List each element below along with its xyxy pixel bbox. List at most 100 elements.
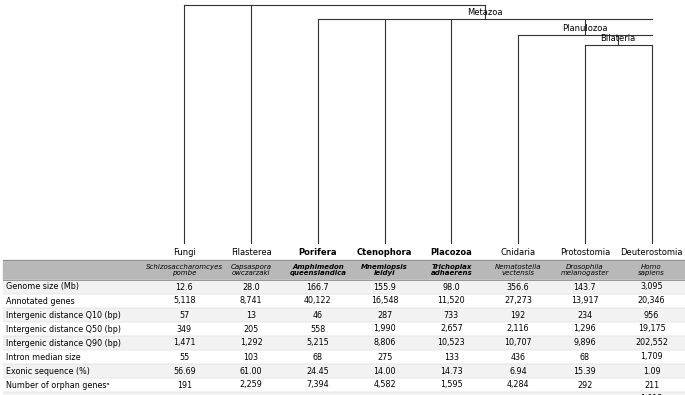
Text: Intergenic distance Q90 (bp): Intergenic distance Q90 (bp) — [6, 339, 121, 348]
Text: 733: 733 — [444, 310, 459, 320]
Text: 10,707: 10,707 — [504, 339, 532, 348]
Bar — [3, 336, 685, 350]
Text: Fungi: Fungi — [173, 248, 196, 257]
Text: sapiens: sapiens — [638, 270, 665, 276]
Text: 56.69: 56.69 — [173, 367, 196, 376]
Bar — [3, 350, 685, 364]
Text: Bilateria: Bilateria — [601, 34, 636, 43]
Text: 192: 192 — [510, 310, 526, 320]
Text: 287: 287 — [377, 310, 393, 320]
Text: 12.6: 12.6 — [175, 282, 193, 292]
Text: 292: 292 — [577, 380, 593, 389]
Text: leidyi: leidyi — [374, 270, 395, 276]
Text: 16,548: 16,548 — [371, 297, 399, 305]
Text: Protostomia: Protostomia — [560, 248, 610, 257]
Text: melanogaster: melanogaster — [561, 270, 609, 276]
Bar — [3, 378, 685, 392]
Text: 143.7: 143.7 — [573, 282, 596, 292]
Text: Intergenic distance Q50 (bp): Intergenic distance Q50 (bp) — [6, 325, 121, 333]
Text: 5,215: 5,215 — [306, 339, 329, 348]
Text: 13: 13 — [246, 310, 256, 320]
Text: Placozoa: Placozoa — [430, 248, 472, 257]
Text: pombe: pombe — [172, 270, 197, 276]
Text: Deuterostomia: Deuterostomia — [621, 248, 683, 257]
Text: 5,118: 5,118 — [173, 297, 196, 305]
Text: 24.45: 24.45 — [306, 367, 329, 376]
Text: 234: 234 — [577, 310, 593, 320]
Text: 46: 46 — [313, 310, 323, 320]
Text: 349: 349 — [177, 325, 192, 333]
Text: Exonic sequence (%): Exonic sequence (%) — [6, 367, 90, 376]
Text: 9,896: 9,896 — [573, 339, 596, 348]
Text: 13,917: 13,917 — [571, 297, 599, 305]
Bar — [3, 322, 685, 336]
Text: Trichoplax: Trichoplax — [431, 264, 471, 270]
Text: Genome size (Mb): Genome size (Mb) — [6, 282, 79, 292]
Text: 14.73: 14.73 — [440, 367, 462, 376]
Text: 68: 68 — [313, 352, 323, 361]
Text: 6.94: 6.94 — [510, 367, 527, 376]
Bar — [3, 392, 685, 395]
Text: 133: 133 — [444, 352, 459, 361]
Text: 956: 956 — [644, 310, 659, 320]
Text: 103: 103 — [244, 352, 259, 361]
Text: 15.39: 15.39 — [573, 367, 596, 376]
Text: 275: 275 — [377, 352, 393, 361]
Bar — [3, 364, 685, 378]
Text: 28.0: 28.0 — [242, 282, 260, 292]
Text: 211: 211 — [644, 380, 659, 389]
Text: 40,122: 40,122 — [304, 297, 332, 305]
Text: Homo: Homo — [641, 264, 662, 270]
Text: 1,471: 1,471 — [173, 339, 196, 348]
Text: Cnidaria: Cnidaria — [501, 248, 536, 257]
Text: 19,175: 19,175 — [638, 325, 666, 333]
Text: 155.9: 155.9 — [373, 282, 396, 292]
Text: queenslandica: queenslandica — [289, 270, 347, 276]
Text: Planulozoa: Planulozoa — [562, 24, 608, 33]
Bar — [3, 280, 685, 294]
Text: 20,346: 20,346 — [638, 297, 665, 305]
Text: Ctenophora: Ctenophora — [357, 248, 412, 257]
Text: Capsaspora: Capsaspora — [231, 264, 272, 270]
Text: 2,259: 2,259 — [240, 380, 262, 389]
Text: Drosophila: Drosophila — [566, 264, 603, 270]
Text: vectensis: vectensis — [501, 270, 534, 276]
Text: Porifera: Porifera — [299, 248, 337, 257]
Text: 11,520: 11,520 — [438, 297, 465, 305]
Text: adhaerens: adhaerens — [431, 270, 472, 276]
Text: 4,582: 4,582 — [373, 380, 396, 389]
Text: Annotated genes: Annotated genes — [6, 297, 75, 305]
Text: 27,273: 27,273 — [504, 297, 532, 305]
Text: 436: 436 — [510, 352, 525, 361]
Text: Nematostella: Nematostella — [495, 264, 541, 270]
Bar — [3, 308, 685, 322]
Text: 55: 55 — [179, 352, 190, 361]
Text: 57: 57 — [179, 310, 190, 320]
Text: Mnemiopsis: Mnemiopsis — [361, 264, 408, 270]
Text: 1.09: 1.09 — [643, 367, 660, 376]
Text: 14.00: 14.00 — [373, 367, 396, 376]
Text: 7,394: 7,394 — [307, 380, 329, 389]
Text: 8,741: 8,741 — [240, 297, 262, 305]
Text: 68: 68 — [580, 352, 590, 361]
Text: 1,990: 1,990 — [373, 325, 396, 333]
Text: 2,657: 2,657 — [440, 325, 463, 333]
Text: 61.00: 61.00 — [240, 367, 262, 376]
Text: 3,095: 3,095 — [640, 282, 663, 292]
Text: 202,552: 202,552 — [635, 339, 668, 348]
Text: 558: 558 — [310, 325, 325, 333]
Text: 356.6: 356.6 — [507, 282, 530, 292]
Text: 1,296: 1,296 — [573, 325, 596, 333]
Text: 205: 205 — [243, 325, 259, 333]
Text: 1,292: 1,292 — [240, 339, 262, 348]
Text: Metazoa: Metazoa — [467, 8, 503, 17]
Text: 2,116: 2,116 — [507, 325, 530, 333]
Bar — [3, 260, 685, 280]
Text: 166.7: 166.7 — [307, 282, 329, 292]
Text: 4,284: 4,284 — [507, 380, 530, 389]
Text: Number of orphan genesᵃ: Number of orphan genesᵃ — [6, 380, 110, 389]
Text: 8,806: 8,806 — [373, 339, 396, 348]
Text: Schizosaccharomcyes: Schizosaccharomcyes — [146, 264, 223, 270]
Text: Amphimedon: Amphimedon — [292, 264, 344, 270]
Text: 98.0: 98.0 — [443, 282, 460, 292]
